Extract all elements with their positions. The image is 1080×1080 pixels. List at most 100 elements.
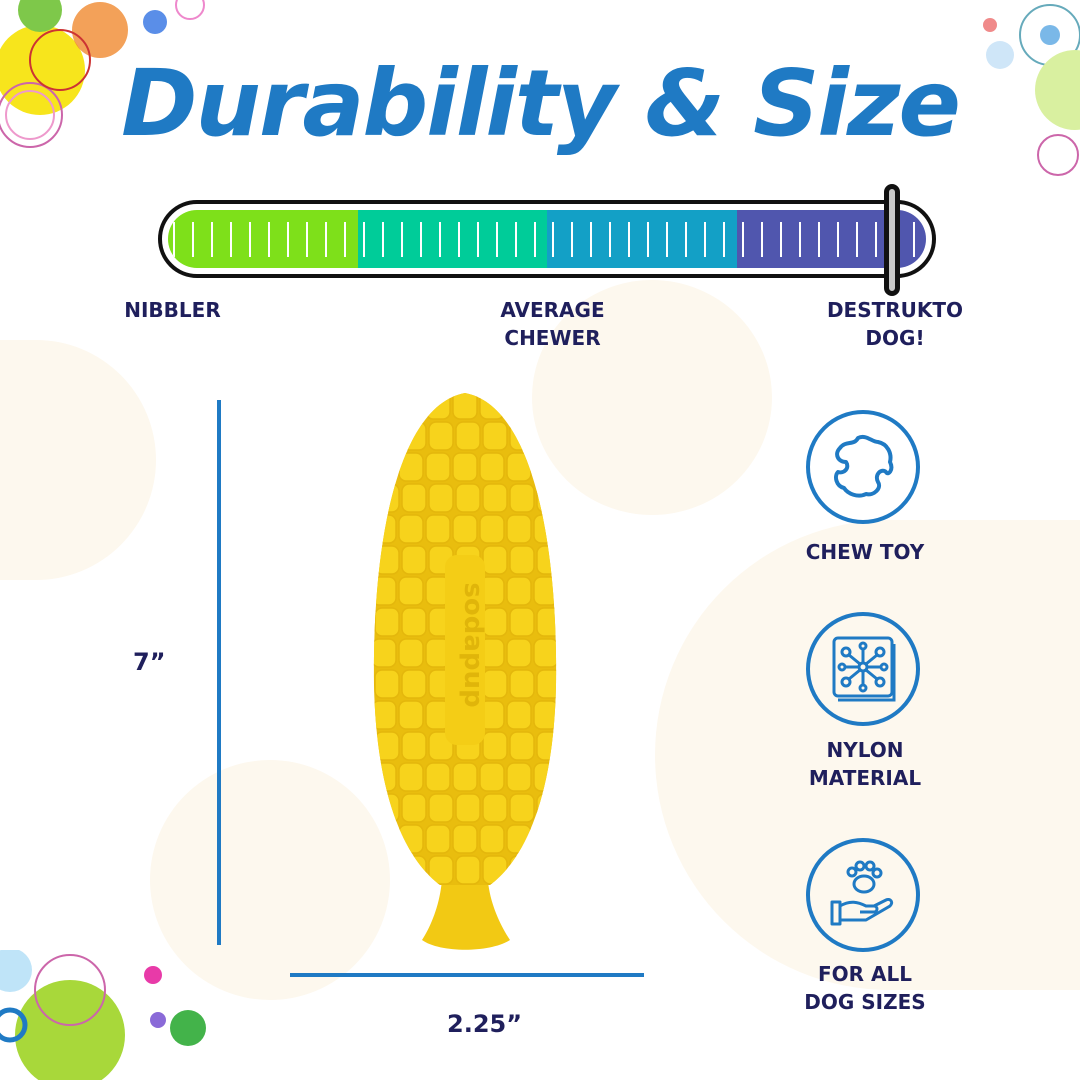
nylon-material-icon — [806, 612, 920, 726]
feature-label: CHEW TOY — [805, 540, 925, 564]
corn-kernel — [455, 793, 481, 823]
corn-kernel — [479, 452, 505, 482]
corn-kernel — [373, 700, 397, 730]
corn-kernel — [536, 483, 557, 513]
corn-kernel — [506, 700, 532, 730]
corn-kernel — [533, 452, 557, 482]
corn-kernel — [452, 762, 478, 792]
corn-kernel — [374, 731, 400, 761]
corn-kernel — [425, 452, 451, 482]
width-dimension-line — [290, 973, 644, 977]
corn-kernel — [509, 669, 535, 699]
corn-kernel — [479, 393, 505, 420]
corn-kernel — [455, 421, 481, 451]
corn-kernel — [509, 483, 535, 513]
corn-kernel — [401, 421, 427, 451]
label-line: CHEWER — [504, 326, 601, 350]
label-line: DOG! — [865, 326, 925, 350]
corn-kernel — [374, 669, 400, 699]
corn-kernel — [373, 824, 397, 854]
corn-kernel — [452, 824, 478, 854]
corn-kernel — [482, 421, 508, 451]
corn-kernel — [479, 824, 505, 854]
corn-brand-band — [445, 555, 485, 745]
corn-kernel — [401, 731, 427, 761]
corn-kernel — [373, 393, 397, 420]
decorative-circles-bottom-left — [0, 950, 206, 1080]
page-title: Durability & Size — [121, 50, 961, 157]
meter-segment-3 — [547, 210, 737, 268]
corn-kernel — [398, 393, 424, 420]
corn-kernel — [452, 393, 478, 420]
corn-kernel — [401, 793, 427, 823]
label-line: DESTRUKTO — [826, 298, 964, 322]
corn-kernel — [373, 638, 397, 668]
corn-kernel — [425, 824, 451, 854]
corn-kernel — [373, 576, 397, 606]
corn-kernel — [533, 514, 557, 544]
corn-kernel — [425, 393, 451, 420]
corn-kernel — [398, 514, 424, 544]
meter-segment-1 — [168, 210, 358, 268]
corn-kernel — [506, 762, 532, 792]
corn-kernel — [401, 483, 427, 513]
corn-kernel — [482, 731, 508, 761]
decorative-circles-top-left — [0, 0, 205, 148]
corn-kernel — [536, 421, 557, 451]
corn-kernel — [428, 855, 454, 885]
corn-kernel — [536, 669, 557, 699]
corn-kernel — [509, 421, 535, 451]
corn-kernel — [401, 545, 427, 575]
corn-kernel — [533, 824, 557, 854]
corn-kernel — [506, 824, 532, 854]
corn-kernel — [374, 607, 400, 637]
corn-kernel — [398, 700, 424, 730]
label-line: AVERAGE — [500, 298, 605, 322]
corn-kernel — [452, 514, 478, 544]
height-label: 7” — [133, 648, 166, 676]
background-blob — [0, 340, 156, 580]
corn-kernel — [373, 762, 397, 792]
corn-kernel — [509, 793, 535, 823]
decorative-circles-top-right — [983, 4, 1080, 176]
corn-kernel — [428, 793, 454, 823]
feature-all-dog-sizes — [806, 838, 920, 952]
corn-kernel — [509, 607, 535, 637]
corn-kernel — [482, 545, 508, 575]
label-line: DOG SIZES — [804, 990, 926, 1014]
background-blob — [532, 280, 772, 515]
background-blob — [150, 760, 390, 1000]
corn-kernel — [374, 855, 400, 885]
embossed-brand-logo: sodapup — [458, 582, 488, 707]
label-average-chewer: AVERAGE CHEWER — [470, 296, 635, 352]
durability-meter — [158, 200, 936, 278]
corn-kernel — [401, 855, 427, 885]
width-label: 2.25” — [447, 1010, 522, 1038]
corn-kernel — [536, 793, 557, 823]
paw-hand-icon — [806, 838, 920, 952]
corn-kernel — [374, 483, 400, 513]
corn-kernel — [398, 576, 424, 606]
feature-nylon-material — [806, 612, 920, 726]
corn-chew-toy-image: sodapup — [373, 393, 557, 950]
corn-kernel — [425, 514, 451, 544]
corn-kernel — [428, 421, 454, 451]
corn-kernel — [401, 607, 427, 637]
corn-kernel — [455, 483, 481, 513]
corn-kernel — [533, 638, 557, 668]
label-line: FOR ALL — [818, 962, 912, 986]
meter-segment-2 — [357, 210, 547, 268]
corn-kernel — [373, 452, 397, 482]
feature-label: NYLON MATERIAL — [780, 736, 950, 792]
corn-kernel — [479, 762, 505, 792]
height-dimension-line — [217, 400, 221, 945]
feature-chew-toy — [806, 410, 920, 524]
corn-kernel — [536, 731, 557, 761]
corn-kernel — [536, 607, 557, 637]
label-nibbler: NIBBLER — [124, 298, 221, 322]
corn-kernel — [374, 793, 400, 823]
label-destrukto-dog: DESTRUKTO DOG! — [810, 296, 980, 352]
chew-toy-icon — [806, 410, 920, 524]
corn-kernel — [425, 762, 451, 792]
corn-kernel — [533, 393, 557, 420]
